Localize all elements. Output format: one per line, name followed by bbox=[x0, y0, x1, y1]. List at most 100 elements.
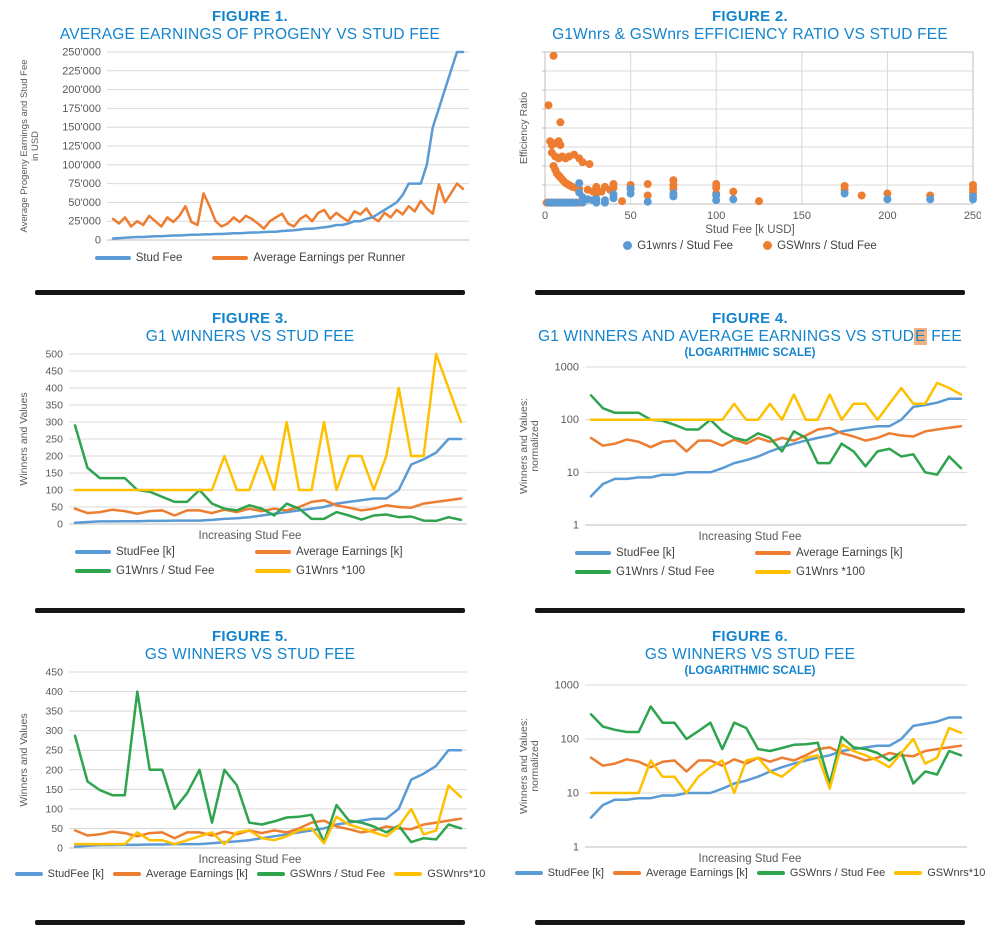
figure-1-chart: 0 25'000 50'000 75'000 100'000 125'000 150'000… bbox=[19, 46, 469, 246]
legend-label: G1Wnrs / Stud Fee bbox=[616, 565, 715, 578]
series-line-4 bbox=[589, 726, 963, 795]
legend-swatch bbox=[612, 871, 641, 875]
figure-3-panel: FIGURE 3. G1 WINNERS VS STUD FEE 0 50 100 1… bbox=[0, 302, 500, 620]
series-line-4 bbox=[73, 352, 463, 492]
figure-1-label: FIGURE 1. bbox=[211, 8, 289, 25]
scatter-series-gswnrs bbox=[542, 51, 977, 207]
y-tick-label: 150 bbox=[45, 467, 63, 479]
legend-swatch bbox=[94, 256, 131, 260]
legend-label: GSWnrs / Stud Fee bbox=[789, 866, 886, 879]
data-point bbox=[857, 191, 866, 200]
section-divider bbox=[535, 290, 965, 295]
series-line-4 bbox=[589, 381, 963, 421]
legend-item: Average Earnings [k] bbox=[112, 868, 248, 880]
y-tick-label: 125'000 bbox=[62, 140, 101, 152]
legend-item: Average Earnings [k] bbox=[255, 546, 403, 558]
figure-1-title-text: AVERAGE EARNINGS OF PROGENY VS STUD FEE bbox=[59, 26, 441, 43]
legend-item: GSWnrs / Stud Fee bbox=[763, 240, 877, 252]
y-axis-label: in USD bbox=[30, 131, 41, 161]
data-point bbox=[600, 196, 609, 205]
figure-1-legend: Stud Fee Average Earnings per Runner bbox=[94, 251, 405, 264]
y-tick-label: 400 bbox=[45, 382, 63, 394]
data-point bbox=[669, 192, 678, 201]
section-divider bbox=[35, 608, 465, 613]
y-axis-label: Winners and Values bbox=[19, 392, 30, 485]
legend-swatch bbox=[256, 872, 285, 876]
figure-4-label: FIGURE 4. bbox=[711, 310, 789, 327]
y-tick-label: 1 bbox=[573, 841, 579, 853]
series-line-2 bbox=[73, 497, 463, 517]
y-tick-label: 1 bbox=[573, 519, 579, 531]
legend-label: G1Wnrs *100 bbox=[796, 565, 866, 578]
y-tick-label: 100 bbox=[561, 414, 579, 426]
y-tick-label: 350 bbox=[45, 705, 63, 717]
y-tick-label: 200'000 bbox=[62, 84, 101, 96]
y-axis-label: normalized bbox=[529, 740, 541, 792]
y-tick-label: 100 bbox=[561, 733, 579, 745]
legend-swatch bbox=[394, 872, 423, 876]
data-point bbox=[609, 194, 618, 203]
legend-swatch bbox=[75, 550, 111, 554]
section-divider bbox=[535, 920, 965, 925]
data-point bbox=[549, 51, 558, 60]
legend-label: StudFee [k] bbox=[547, 866, 604, 879]
legend-swatch bbox=[575, 551, 611, 555]
data-point bbox=[556, 140, 565, 149]
legend-item: GSWnrs / Stud Fee bbox=[756, 866, 886, 879]
legend-item: G1Wnrs / Stud Fee bbox=[575, 566, 714, 578]
legend-swatch bbox=[14, 872, 43, 876]
y-tick-label: 50 bbox=[51, 823, 63, 835]
data-point bbox=[626, 189, 635, 198]
y-tick-label: 400 bbox=[45, 686, 63, 698]
data-point bbox=[575, 178, 584, 187]
series-line-1 bbox=[73, 437, 463, 524]
legend-swatch bbox=[514, 871, 543, 875]
legend-swatch bbox=[212, 256, 249, 260]
x-tick-label: 250 bbox=[964, 210, 981, 222]
figure-5-panel: FIGURE 5. GS WINNERS VS STUD FEE 0 50 100 1… bbox=[0, 620, 500, 932]
section-divider bbox=[535, 608, 965, 613]
legend-label: GSWnrs / Stud Fee bbox=[777, 239, 877, 252]
y-tick-label: 225'000 bbox=[62, 65, 101, 77]
series-line-1 bbox=[111, 50, 465, 240]
legend-item: Stud Fee bbox=[94, 251, 183, 264]
y-axis-label: Winners and Values: bbox=[519, 398, 530, 494]
x-tick-label: 100 bbox=[707, 210, 725, 222]
figure-6-xaxis-label: Increasing Stud Fee bbox=[698, 852, 802, 865]
figure-6-subtitle: (LOGARITHMIC SCALE) bbox=[684, 664, 816, 677]
figure-6-panel: FIGURE 6. GS WINNERS VS STUD FEE (LOGARI… bbox=[500, 620, 1000, 932]
section-divider bbox=[35, 290, 465, 295]
data-point bbox=[729, 195, 738, 204]
legend-label: Average Earnings [k] bbox=[645, 866, 748, 879]
legend-item: Average Earnings [k] bbox=[755, 547, 903, 559]
y-tick-label: 175'000 bbox=[62, 103, 101, 115]
figure-2-label: FIGURE 2. bbox=[711, 8, 789, 25]
figure-3-chart: 0 50 100 150 200 250 300 350 400 450 500 Winners an… bbox=[19, 348, 467, 530]
figure-5-legend: StudFee [k] Average Earnings [k] GSWnrs / … bbox=[14, 867, 486, 880]
legend-label: StudFee [k] bbox=[116, 545, 175, 558]
legend-item: StudFee [k] bbox=[75, 546, 175, 558]
legend-swatch bbox=[575, 570, 611, 574]
data-point bbox=[712, 183, 721, 192]
x-tick-label: 50 bbox=[624, 210, 636, 222]
legend-item: G1Wnrs / Stud Fee bbox=[75, 565, 214, 577]
y-tick-label: 250 bbox=[45, 433, 63, 445]
y-tick-label: 200 bbox=[45, 764, 63, 776]
data-point bbox=[609, 183, 618, 192]
legend-swatch bbox=[763, 241, 773, 251]
figure-6-title-text: GS WINNERS VS STUD FEE bbox=[644, 646, 856, 663]
y-tick-label: 500 bbox=[45, 348, 63, 360]
figure-4-chart: 1 10 100 1000 Winners and Values: normalized bbox=[519, 361, 967, 531]
legend-label: GSWnrs*10 bbox=[427, 867, 486, 880]
legend-swatch bbox=[756, 871, 785, 875]
y-tick-label: 450 bbox=[45, 666, 63, 678]
legend-item: Average Earnings [k] bbox=[612, 866, 748, 879]
y-tick-label: 100 bbox=[45, 803, 63, 815]
series-line-4 bbox=[73, 783, 463, 846]
legend-label: Stud Fee bbox=[135, 251, 183, 264]
y-tick-label: 300 bbox=[45, 416, 63, 428]
figure-2-xaxis-label: Stud Fee [k USD] bbox=[705, 223, 795, 236]
legend-swatch bbox=[255, 550, 291, 554]
data-point bbox=[643, 191, 652, 200]
series-line-1 bbox=[73, 748, 463, 848]
